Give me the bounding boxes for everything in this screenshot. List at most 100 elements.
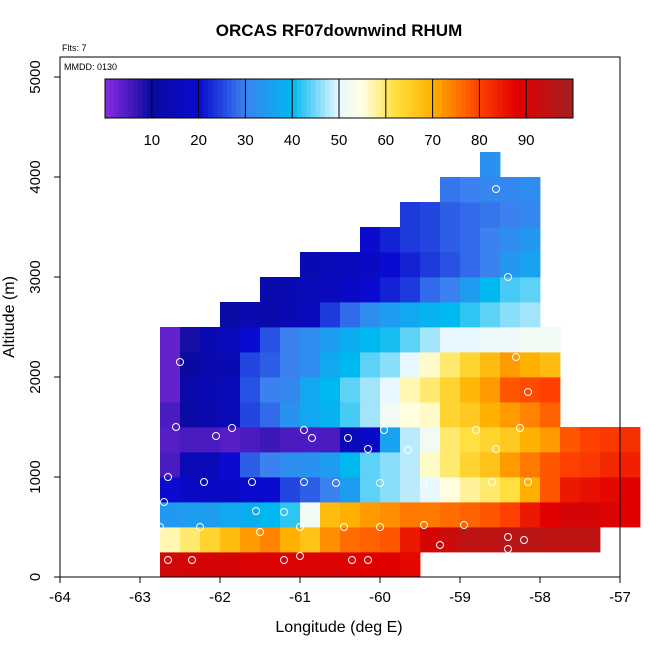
heatmap-cell bbox=[180, 377, 201, 403]
colorbar-segment bbox=[292, 79, 298, 118]
heatmap-cell bbox=[460, 427, 481, 453]
heatmap-cell bbox=[460, 352, 481, 378]
observation-point bbox=[520, 536, 528, 544]
x-tick-label: -57 bbox=[609, 589, 631, 606]
heatmap-cell bbox=[600, 452, 621, 478]
colorbar-segment bbox=[493, 79, 499, 118]
heatmap-cell bbox=[320, 427, 341, 453]
heatmap-cell bbox=[500, 302, 521, 328]
heatmap-cell bbox=[180, 527, 201, 553]
heatmap-cell bbox=[320, 527, 341, 553]
colorbar-segment bbox=[404, 79, 410, 118]
heatmap-cell bbox=[480, 452, 501, 478]
heatmap-cell bbox=[280, 452, 301, 478]
heatmap-cell bbox=[440, 427, 461, 453]
heatmap-cell bbox=[420, 402, 441, 428]
heatmap-cell bbox=[280, 502, 301, 528]
heatmap-cell bbox=[480, 327, 501, 353]
y-axis-label: Altitude (m) bbox=[1, 276, 18, 358]
colorbar-segment bbox=[137, 79, 143, 118]
heatmap-cell bbox=[400, 427, 421, 453]
heatmap-cell bbox=[420, 327, 441, 353]
heatmap-cell bbox=[440, 177, 461, 203]
colorbar-segment bbox=[189, 79, 195, 118]
heatmap-cell bbox=[180, 327, 201, 353]
colorbar-segment bbox=[451, 79, 457, 118]
heatmap-cell bbox=[200, 477, 221, 503]
colorbar-tick-label: 30 bbox=[237, 132, 254, 149]
heatmap-cell bbox=[200, 377, 221, 403]
heatmap-cell bbox=[440, 227, 461, 253]
heatmap-cell bbox=[220, 377, 241, 403]
colorbar-segment bbox=[306, 79, 312, 118]
heatmap-cell bbox=[160, 527, 181, 553]
heatmap-cell bbox=[300, 552, 321, 578]
observation-point bbox=[344, 434, 352, 442]
heatmap-cell bbox=[260, 402, 281, 428]
colorbar-segment bbox=[128, 79, 134, 118]
heatmap-cell bbox=[320, 277, 341, 303]
heatmap-cell bbox=[260, 527, 281, 553]
observation-point bbox=[512, 353, 520, 361]
heatmap-cell bbox=[300, 427, 321, 453]
heatmap-cell bbox=[240, 502, 261, 528]
heatmap-cell bbox=[380, 352, 401, 378]
colorbar-segment bbox=[282, 79, 288, 118]
heatmap-cell bbox=[560, 452, 581, 478]
heatmap-cell bbox=[500, 427, 521, 453]
heatmap-cell bbox=[320, 377, 341, 403]
colorbar-tick-label: 10 bbox=[143, 132, 160, 149]
heatmap-cell bbox=[580, 502, 601, 528]
heatmap-cell bbox=[440, 252, 461, 278]
heatmap-cell bbox=[340, 552, 361, 578]
heatmap-cell bbox=[200, 552, 221, 578]
colorbar-segment bbox=[254, 79, 260, 118]
colorbar-segment bbox=[479, 79, 485, 118]
flights-label: Flts: 7 bbox=[62, 43, 87, 53]
colorbar-segment bbox=[226, 79, 232, 118]
observation-point bbox=[436, 556, 444, 564]
heatmap-cell bbox=[540, 377, 561, 403]
heatmap-cell bbox=[520, 352, 541, 378]
x-axis-ticks: -64 -63 -62 -61 -60 -59 -58 -57 bbox=[49, 577, 631, 606]
heatmap-cell bbox=[480, 402, 501, 428]
heatmap-cell bbox=[280, 402, 301, 428]
heatmap-cells bbox=[160, 152, 641, 578]
heatmap-cell bbox=[380, 327, 401, 353]
colorbar-segment bbox=[530, 79, 536, 118]
heatmap-cell bbox=[520, 527, 541, 553]
x-tick-label: -59 bbox=[449, 589, 471, 606]
heatmap-cell bbox=[260, 277, 281, 303]
observation-points bbox=[156, 185, 532, 564]
heatmap-cell bbox=[400, 227, 421, 253]
heatmap-cell bbox=[240, 427, 261, 453]
heatmap-cell bbox=[360, 377, 381, 403]
colorbar-segment bbox=[395, 79, 401, 118]
heatmap-cell bbox=[180, 352, 201, 378]
observation-point bbox=[492, 445, 500, 453]
observation-point bbox=[172, 423, 180, 431]
mmdd-label: MMDD: 0130 bbox=[64, 62, 117, 72]
heatmap-cell bbox=[540, 352, 561, 378]
heatmap-cell bbox=[240, 477, 261, 503]
heatmap-cell bbox=[340, 302, 361, 328]
heatmap-cell bbox=[600, 427, 621, 453]
colorbar-tick-label: 20 bbox=[190, 132, 207, 149]
heatmap-cell bbox=[300, 352, 321, 378]
x-tick-label: -61 bbox=[289, 589, 311, 606]
heatmap-cell bbox=[160, 402, 181, 428]
colorbar-segment bbox=[207, 79, 214, 118]
heatmap-cell bbox=[420, 202, 441, 228]
heatmap-cell bbox=[240, 527, 261, 553]
observation-point bbox=[280, 508, 288, 516]
heatmap-cell bbox=[480, 202, 501, 228]
heatmap-cell bbox=[240, 452, 261, 478]
heatmap-cell bbox=[400, 252, 421, 278]
y-tick-label: 1000 bbox=[27, 460, 44, 493]
heatmap-cell bbox=[300, 327, 321, 353]
heatmap-cell bbox=[360, 327, 381, 353]
heatmap-cell bbox=[460, 402, 481, 428]
colorbar-segment bbox=[516, 79, 522, 118]
colorbar-segment bbox=[287, 79, 293, 118]
heatmap-cell bbox=[360, 402, 381, 428]
